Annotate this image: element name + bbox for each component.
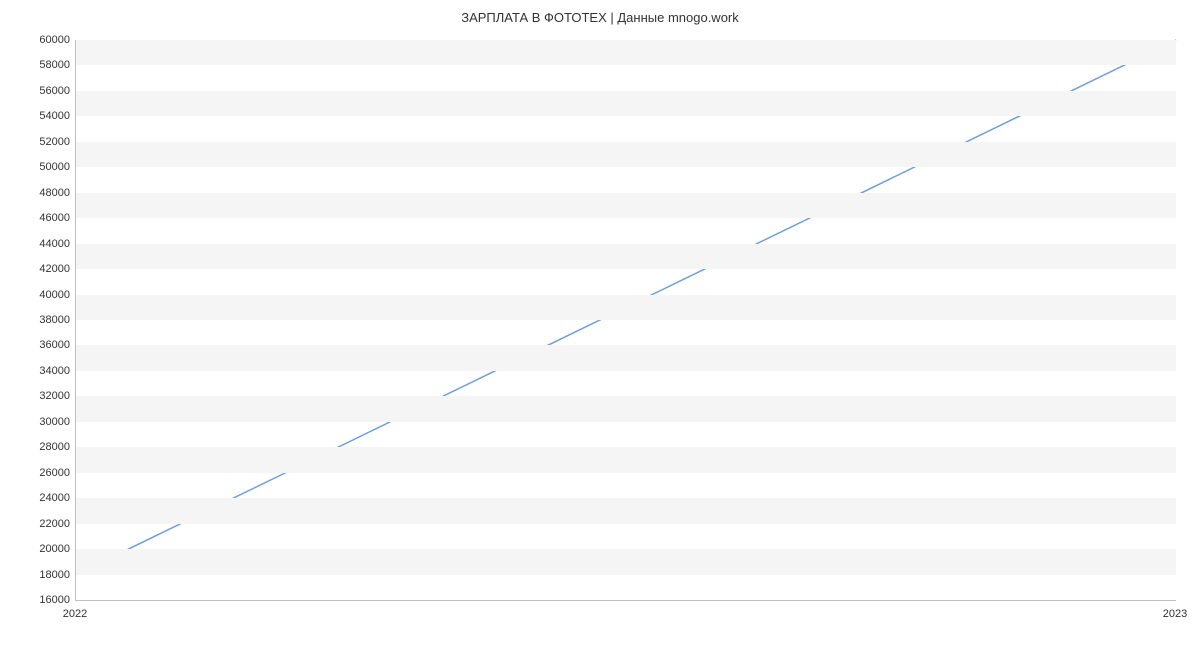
grid-band	[76, 498, 1176, 523]
grid-band	[76, 396, 1176, 421]
grid-band	[76, 142, 1176, 167]
grid-band	[76, 447, 1176, 472]
plot-area	[75, 40, 1176, 601]
y-tick-label: 40000	[10, 289, 70, 301]
y-tick-label: 20000	[10, 543, 70, 555]
grid-band	[76, 549, 1176, 574]
y-tick-label: 46000	[10, 212, 70, 224]
y-tick-label: 38000	[10, 314, 70, 326]
y-tick-label: 48000	[10, 187, 70, 199]
x-tick-label: 2022	[63, 608, 87, 620]
y-tick-label: 18000	[10, 569, 70, 581]
y-tick-label: 56000	[10, 85, 70, 97]
grid-band	[76, 40, 1176, 65]
grid-band	[76, 91, 1176, 116]
y-tick-label: 16000	[10, 594, 70, 606]
grid-band	[76, 345, 1176, 370]
y-tick-label: 32000	[10, 390, 70, 402]
y-tick-label: 24000	[10, 492, 70, 504]
x-tick-label: 2023	[1163, 608, 1187, 620]
y-tick-label: 36000	[10, 339, 70, 351]
y-tick-label: 44000	[10, 238, 70, 250]
y-tick-label: 54000	[10, 110, 70, 122]
y-tick-label: 22000	[10, 518, 70, 530]
y-tick-label: 58000	[10, 59, 70, 71]
grid-band	[76, 244, 1176, 269]
chart-title: ЗАРПЛАТА В ФОТОТЕХ | Данные mnogo.work	[0, 0, 1200, 31]
y-tick-label: 26000	[10, 467, 70, 479]
y-tick-label: 34000	[10, 365, 70, 377]
y-tick-label: 52000	[10, 136, 70, 148]
salary-chart: ЗАРПЛАТА В ФОТОТЕХ | Данные mnogo.work 1…	[0, 0, 1200, 650]
y-tick-label: 60000	[10, 34, 70, 46]
y-tick-label: 50000	[10, 161, 70, 173]
y-tick-label: 28000	[10, 441, 70, 453]
y-tick-label: 30000	[10, 416, 70, 428]
grid-band	[76, 193, 1176, 218]
grid-band	[76, 295, 1176, 320]
y-tick-label: 42000	[10, 263, 70, 275]
